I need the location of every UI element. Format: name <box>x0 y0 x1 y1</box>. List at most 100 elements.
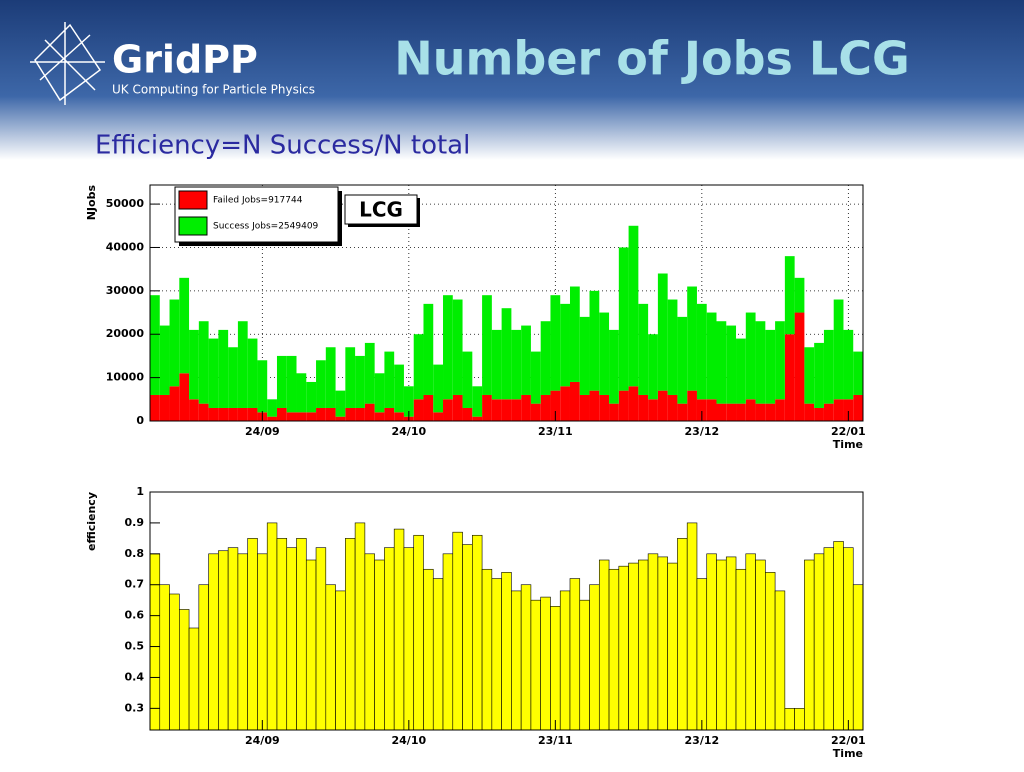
bar <box>296 538 307 731</box>
bar-segment <box>394 364 404 413</box>
bar-segment <box>843 399 854 421</box>
bar <box>393 528 405 731</box>
bar-segment <box>443 295 453 400</box>
bar-segment <box>628 225 639 387</box>
bar-segment <box>237 407 248 421</box>
bar-segment <box>208 338 219 408</box>
bar-segment <box>472 416 483 421</box>
bar <box>804 559 815 731</box>
bar <box>384 547 395 731</box>
bar <box>520 584 532 731</box>
bar-segment <box>403 386 414 417</box>
bar-segment <box>169 386 180 421</box>
y-axis-label: NJobs <box>85 185 98 221</box>
bar-segment <box>687 286 697 391</box>
bar-segment <box>218 329 229 408</box>
bar-segment <box>345 347 356 408</box>
bar-segment <box>628 386 639 421</box>
bar-segment <box>794 277 805 313</box>
bar-segment <box>579 394 590 421</box>
y-tick-label: 0.4 <box>125 670 145 683</box>
bar-segment <box>179 277 190 374</box>
bar <box>364 553 375 731</box>
bar-segment <box>443 399 453 421</box>
bar-segment <box>726 403 737 421</box>
bar <box>813 553 825 731</box>
bar <box>227 547 239 731</box>
bar <box>481 568 493 731</box>
bar-segment <box>384 407 395 421</box>
x-axis-label: Time <box>833 438 863 451</box>
bar-segment <box>687 390 697 421</box>
bar-segment <box>521 325 531 395</box>
bar <box>569 578 581 731</box>
bar-segment <box>599 312 610 395</box>
bar-segment <box>325 407 336 421</box>
bar-segment <box>569 381 580 421</box>
bar <box>335 590 346 731</box>
bar-segment <box>189 329 199 400</box>
x-tick-label: 23/11 <box>538 425 573 438</box>
bar <box>589 584 600 731</box>
bar <box>550 606 561 731</box>
bar-segment <box>726 325 737 404</box>
bar-segment <box>228 407 238 421</box>
bar-segment <box>560 386 570 421</box>
bar-segment <box>618 247 629 391</box>
bar-segment <box>267 416 277 421</box>
bar <box>432 578 444 731</box>
legend-label: Success Jobs=2549409 <box>213 222 319 232</box>
bar-segment <box>511 399 522 421</box>
bar-segment <box>657 273 668 391</box>
bar-segment <box>618 390 629 421</box>
bar-segment <box>296 373 307 413</box>
bar <box>598 559 610 731</box>
bar-segment <box>198 403 209 421</box>
bar-segment <box>677 316 688 404</box>
bar <box>706 553 717 731</box>
bar-segment <box>247 407 258 421</box>
bar-segment <box>355 355 365 408</box>
bar <box>579 599 590 731</box>
bar-segment <box>755 321 766 404</box>
bar-segment <box>159 394 170 421</box>
header-band <box>0 0 1024 160</box>
bar <box>686 522 698 731</box>
bar <box>677 538 688 731</box>
bar-segment <box>316 360 326 408</box>
bar-segment <box>540 394 551 421</box>
bar-segment <box>755 403 766 421</box>
bar-segment <box>657 390 668 421</box>
x-tick-label: 24/09 <box>245 734 280 747</box>
bar-segment <box>638 394 649 421</box>
bar-segment <box>228 347 238 408</box>
logo-text: GridPP <box>112 38 258 82</box>
bar-segment <box>364 342 375 404</box>
bar-segment <box>765 403 776 421</box>
bar-segment <box>169 299 180 387</box>
x-axis-label: Time <box>833 747 863 760</box>
bar-segment <box>521 394 531 421</box>
legend-swatch <box>178 216 208 236</box>
bar-segment <box>579 316 590 395</box>
bar-segment <box>530 403 541 421</box>
bar <box>325 584 336 731</box>
slide-subtitle: Efficiency=N Success/N total <box>95 131 470 161</box>
bar <box>745 553 756 731</box>
bar-segment <box>316 407 326 421</box>
y-tick-label: 10000 <box>106 371 145 384</box>
bar-segment <box>306 412 317 421</box>
bar-segment <box>423 303 434 395</box>
bar-segment <box>423 394 434 421</box>
bar <box>159 584 170 731</box>
bar-segment <box>530 351 541 404</box>
bar-segment <box>560 303 570 387</box>
bar <box>305 559 317 731</box>
bar-segment <box>286 412 297 421</box>
y-tick-label: 0.3 <box>125 701 145 714</box>
bar <box>286 547 297 731</box>
bar <box>266 522 278 731</box>
bar-segment <box>198 321 209 404</box>
bar <box>472 534 483 731</box>
bar-segment <box>550 295 561 391</box>
